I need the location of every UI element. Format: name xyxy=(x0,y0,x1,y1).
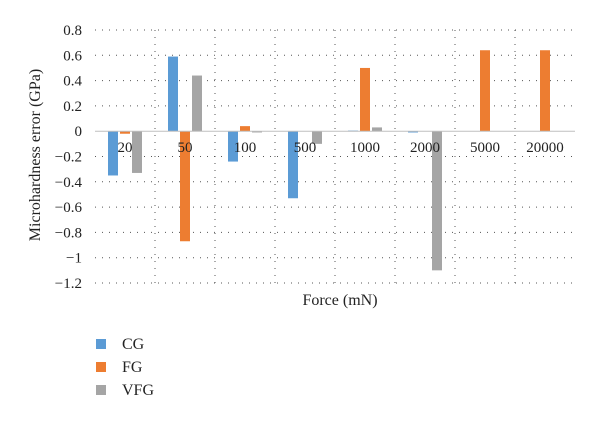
x-tick-label: 20 xyxy=(118,140,133,156)
y-tick-label: 0.6 xyxy=(63,48,82,64)
x-tick-label: 50 xyxy=(178,140,193,156)
bar-vfg-50 xyxy=(192,75,202,132)
x-axis-label: Force (mN) xyxy=(302,292,377,309)
y-tick-label: −1.2 xyxy=(55,276,82,292)
bar-vfg-20 xyxy=(132,131,142,173)
legend-label-cg: CG xyxy=(122,336,145,353)
legend: CG FG VFG xyxy=(96,336,154,399)
x-tick-label: 20000 xyxy=(526,140,564,156)
y-tick-label: 0 xyxy=(75,124,83,140)
legend-swatch-cg xyxy=(96,339,106,349)
bar-cg-50 xyxy=(168,56,178,132)
y-tick-labels: 0.8 0.6 0.4 0.2 0 −0.2 −0.4 −0.6 −0.8 −1 −1.2 xyxy=(55,23,83,292)
y-tick-label: −0.8 xyxy=(55,225,82,241)
x-tick-label: 5000 xyxy=(470,140,500,156)
y-tick-label: −0.6 xyxy=(55,200,83,216)
legend-swatch-vfg xyxy=(96,385,106,395)
bar-cg-20 xyxy=(108,131,118,176)
bar-fg-5000 xyxy=(480,50,490,132)
gridlines xyxy=(95,29,575,284)
bar-fg-50 xyxy=(180,131,190,242)
bar-cg-500 xyxy=(288,131,298,199)
bar-vfg-1000 xyxy=(372,127,382,132)
y-tick-label: 0.8 xyxy=(63,23,82,39)
legend-swatch-fg xyxy=(96,362,106,372)
x-tick-label: 1000 xyxy=(350,140,380,156)
x-tick-labels: 20 50 100 500 1000 2000 5000 20000 xyxy=(118,140,564,156)
bar-fg-20 xyxy=(120,131,130,134)
y-tick-label: −0.2 xyxy=(55,150,82,166)
bar-cg-2000 xyxy=(408,131,418,133)
bar-vfg-2000 xyxy=(432,131,442,271)
y-tick-label: −0.4 xyxy=(55,175,83,191)
bar-cg-100 xyxy=(228,131,238,162)
bar-fg-100 xyxy=(240,126,250,132)
bars xyxy=(108,50,550,271)
bar-fg-20000 xyxy=(540,50,550,132)
y-tick-label: 0.2 xyxy=(63,99,82,115)
x-tick-label: 2000 xyxy=(410,140,440,156)
x-tick-label: 100 xyxy=(234,140,257,156)
y-tick-label: 0.4 xyxy=(63,74,82,90)
y-axis-label: Microhardness error (GPa) xyxy=(27,69,44,241)
legend-label-vfg: VFG xyxy=(122,382,154,399)
bar-vfg-500 xyxy=(312,131,322,144)
y-tick-label: −1 xyxy=(66,251,82,267)
legend-label-fg: FG xyxy=(122,359,143,376)
bar-fg-1000 xyxy=(360,67,370,132)
bar-vfg-100 xyxy=(252,131,262,133)
x-tick-label: 500 xyxy=(294,140,317,156)
